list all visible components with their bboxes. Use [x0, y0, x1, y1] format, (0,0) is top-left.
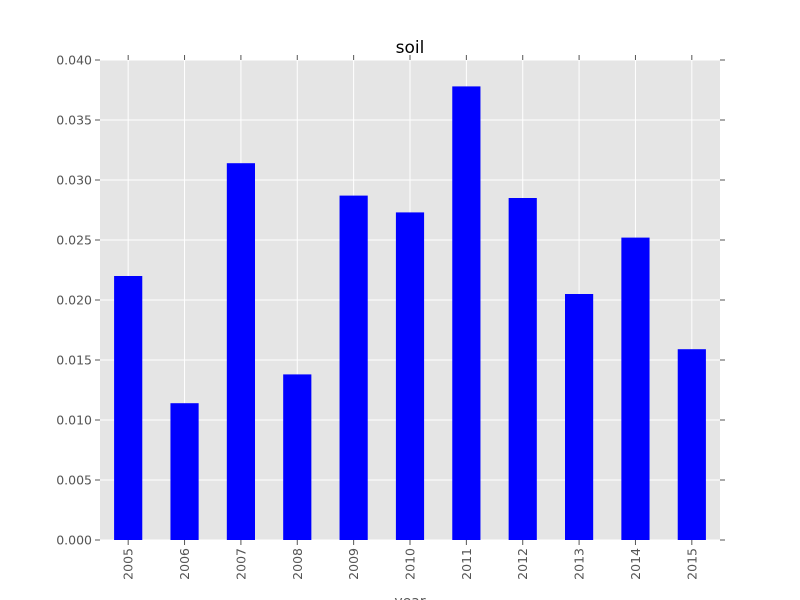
x-tick-label: 2008	[290, 548, 305, 580]
bars	[114, 86, 706, 541]
bar-2005	[114, 276, 143, 540]
bar-2009	[339, 195, 368, 540]
bar-2008	[283, 374, 312, 540]
x-tick-label: 2005	[121, 548, 136, 580]
chart-title: soil	[396, 38, 425, 58]
y-tick-label: 0.015	[56, 353, 92, 368]
y-tick-labels: 0.000 0.005 0.010 0.015 0.020 0.025 0.030 0.035…	[56, 53, 92, 548]
bar-2011	[452, 86, 481, 541]
y-tick-label: 0.020	[56, 293, 92, 308]
y-tick-label: 0.005	[56, 473, 92, 488]
x-tick-labels: 2005 2006 2007 2008 2009 2010 2011 2012 2013 2014…	[121, 548, 700, 580]
x-tick-label: 2009	[346, 548, 361, 580]
x-tick-label: 2013	[572, 548, 587, 580]
bar-2007	[226, 163, 255, 540]
y-tick-label: 0.030	[56, 173, 92, 188]
bar-2014	[621, 237, 650, 540]
x-tick-label: 2011	[459, 548, 474, 580]
tick-marks	[95, 55, 725, 545]
x-tick-label: 2010	[403, 548, 418, 580]
x-tick-label: 2014	[628, 548, 643, 580]
y-tick-label: 0.040	[56, 53, 92, 68]
x-tick-label: 2015	[684, 548, 699, 580]
y-tick-label: 0.025	[56, 233, 92, 248]
y-tick-label: 0.010	[56, 413, 92, 428]
bar-2015	[677, 349, 706, 540]
bar-2013	[565, 294, 594, 540]
bar-2010	[395, 212, 425, 540]
y-tick-label: 0.035	[56, 113, 92, 128]
x-tick-label: 2007	[233, 548, 248, 580]
bar-2012	[508, 198, 537, 540]
x-axis-label: year	[394, 594, 425, 600]
x-tick-label: 2006	[177, 548, 192, 580]
bar-2006	[170, 403, 199, 540]
x-tick-label: 2012	[515, 548, 530, 580]
y-tick-label: 0.000	[56, 533, 92, 548]
